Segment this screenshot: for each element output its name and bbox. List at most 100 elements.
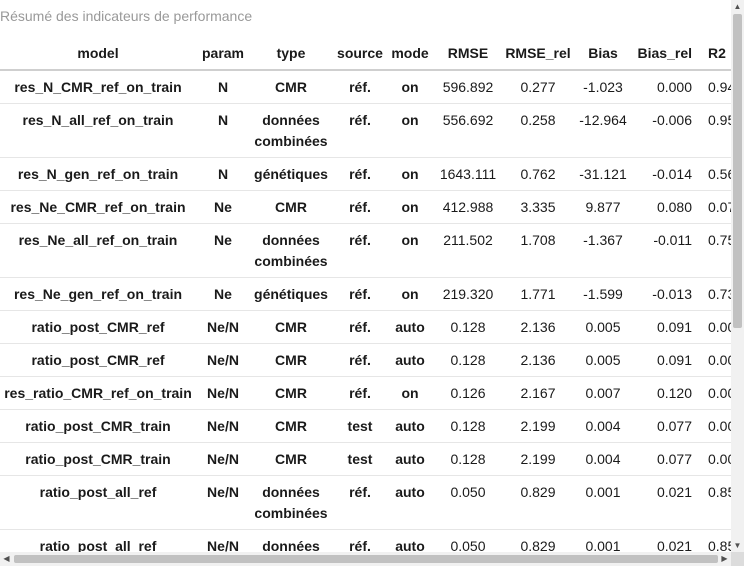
cell-mode: on: [388, 103, 432, 158]
cell-source: réf.: [332, 103, 388, 158]
column-header-type[interactable]: type: [250, 36, 332, 71]
cell-bias-text: -31.121: [579, 166, 627, 182]
cell-rmse-rel-text: 2.136: [520, 319, 556, 335]
cell-rmse-rel-text: 2.199: [520, 451, 556, 467]
cell-param: Ne: [196, 190, 250, 224]
cell-r2: 0.000: [698, 376, 731, 410]
type-line: génétiques: [254, 286, 328, 302]
cell-type: génétiques: [250, 277, 332, 311]
triangle-left-icon[interactable]: ◀: [3, 554, 10, 563]
table-row[interactable]: ratio_post_CMR_ref Ne/N CMR réf. auto 0.128 2.…: [0, 343, 731, 377]
cell-type: génétiques: [250, 157, 332, 191]
cell-param: Ne/N: [196, 409, 250, 443]
cell-mode-text: on: [401, 232, 419, 248]
cell-bias-text: 0.001: [585, 484, 621, 500]
cell-param: Ne/N: [196, 343, 250, 377]
table-caption: Résumé des indicateurs de performance: [0, 8, 253, 24]
table-row[interactable]: res_Ne_all_ref_on_train Ne données combinée…: [0, 223, 731, 278]
cell-bias: 0.005: [572, 310, 634, 344]
cell-r2: 0.734: [698, 277, 731, 311]
table-row[interactable]: ratio_post_CMR_train Ne/N CMR test auto 0.128…: [0, 442, 731, 476]
table-row[interactable]: res_Ne_CMR_ref_on_train Ne CMR réf. on 412.98…: [0, 190, 731, 224]
horizontal-scrollbar[interactable]: ◀ ▶: [0, 552, 744, 566]
cell-mode-text: auto: [395, 451, 425, 467]
cell-bias: 0.004: [572, 442, 634, 476]
cell-r2: 0.859: [698, 529, 731, 552]
cell-type: CMR: [250, 190, 332, 224]
cell-source-text: réf.: [349, 319, 371, 335]
cell-source-text: test: [347, 418, 373, 434]
cell-rmse-text: 556.692: [442, 112, 494, 128]
cell-model: ratio_post_all_ref: [0, 529, 196, 552]
triangle-right-icon[interactable]: ▶: [721, 554, 728, 563]
cell-bias-text: 0.005: [585, 319, 621, 335]
cell-rmse-rel-text: 0.277: [520, 79, 556, 95]
cell-param: Ne/N: [196, 475, 250, 530]
cell-mode: auto: [388, 442, 432, 476]
cell-rmse: 0.126: [432, 376, 504, 410]
cell-model-text: ratio_post_all_ref: [39, 484, 157, 500]
cell-type: données combinées: [250, 103, 332, 158]
cell-model-text: res_N_CMR_ref_on_train: [14, 79, 182, 95]
cell-rmse-text: 0.050: [450, 538, 486, 552]
cell-source: test: [332, 442, 388, 476]
column-header-rmse[interactable]: RMSE: [432, 36, 504, 71]
type-line: CMR: [275, 418, 307, 434]
cell-rmse-rel-text: 2.167: [520, 385, 556, 401]
table-row[interactable]: res_ratio_CMR_ref_on_train Ne/N CMR réf. on 0…: [0, 376, 731, 410]
column-header-source[interactable]: source: [332, 36, 388, 71]
cell-rmse-rel: 0.762: [504, 157, 572, 191]
cell-r2: 0.000: [698, 310, 731, 344]
cell-bias-text: 0.005: [585, 352, 621, 368]
cell-mode: auto: [388, 529, 432, 552]
vertical-scrollbar[interactable]: ▲ ▼: [731, 0, 744, 552]
cell-r2: 0.753: [698, 223, 731, 278]
cell-rmse-rel-text: 0.829: [520, 484, 556, 500]
table-row[interactable]: res_Ne_gen_ref_on_train Ne génétiques réf. o…: [0, 277, 731, 311]
cell-r2: 0.950: [698, 103, 731, 158]
table-row[interactable]: ratio_post_CMR_ref Ne/N CMR réf. auto 0.128 2.…: [0, 310, 731, 344]
cell-rmse-text: 596.892: [442, 79, 494, 95]
cell-rmse-text: 0.128: [450, 418, 486, 434]
cell-mode: auto: [388, 310, 432, 344]
cell-type: données combinées: [250, 475, 332, 530]
type-line: CMR: [275, 79, 307, 95]
cell-rmse-rel: 2.136: [504, 343, 572, 377]
cell-rmse-rel: 2.167: [504, 376, 572, 410]
cell-bias-text: -1.023: [583, 79, 623, 95]
table-row[interactable]: ratio_post_all_refNe/Ndonnéescombinéesré…: [0, 529, 731, 552]
column-header-mode[interactable]: mode: [388, 36, 432, 71]
cell-r2-text: 0.000: [708, 418, 731, 434]
cell-model: ratio_post_CMR_ref: [0, 343, 196, 377]
column-header-bias[interactable]: Bias: [572, 36, 634, 71]
table-row[interactable]: res_N_CMR_ref_on_train N CMR réf. on 596.892 0…: [0, 70, 731, 104]
column-header-r2[interactable]: R2: [698, 36, 731, 71]
cell-r2: 0.942: [698, 70, 731, 104]
cell-bias: 0.001: [572, 475, 634, 530]
horizontal-scroll-thumb[interactable]: [14, 555, 718, 563]
column-header-bias-rel[interactable]: Bias_rel: [634, 36, 698, 71]
column-header-model[interactable]: model: [0, 36, 196, 71]
cell-rmse-rel: 3.335: [504, 190, 572, 224]
cell-mode-text: auto: [395, 418, 425, 434]
cell-source-text: réf.: [349, 286, 371, 302]
scroll-viewport[interactable]: Résumé des indicateurs de performance mo…: [0, 0, 731, 552]
cell-bias-rel: 0.000: [634, 70, 698, 104]
cell-r2-text: 0.859: [708, 484, 731, 500]
cell-r2-text: 0.000: [708, 319, 731, 335]
cell-rmse-text: 0.128: [450, 451, 486, 467]
triangle-down-icon[interactable]: ▼: [733, 541, 742, 550]
cell-rmse-rel: 1.771: [504, 277, 572, 311]
cell-bias-rel-text: -0.013: [652, 286, 692, 302]
cell-mode-text: on: [401, 385, 419, 401]
cell-r2-text: 0.075: [708, 199, 731, 215]
column-header-rmse-rel[interactable]: RMSE_rel: [504, 36, 572, 71]
column-header-param[interactable]: param: [196, 36, 250, 71]
table-row[interactable]: ratio_post_CMR_train Ne/N CMR test auto 0.128…: [0, 409, 731, 443]
cell-rmse: 219.320: [432, 277, 504, 311]
triangle-up-icon[interactable]: ▲: [733, 2, 742, 11]
vertical-scroll-thumb[interactable]: [733, 14, 742, 328]
